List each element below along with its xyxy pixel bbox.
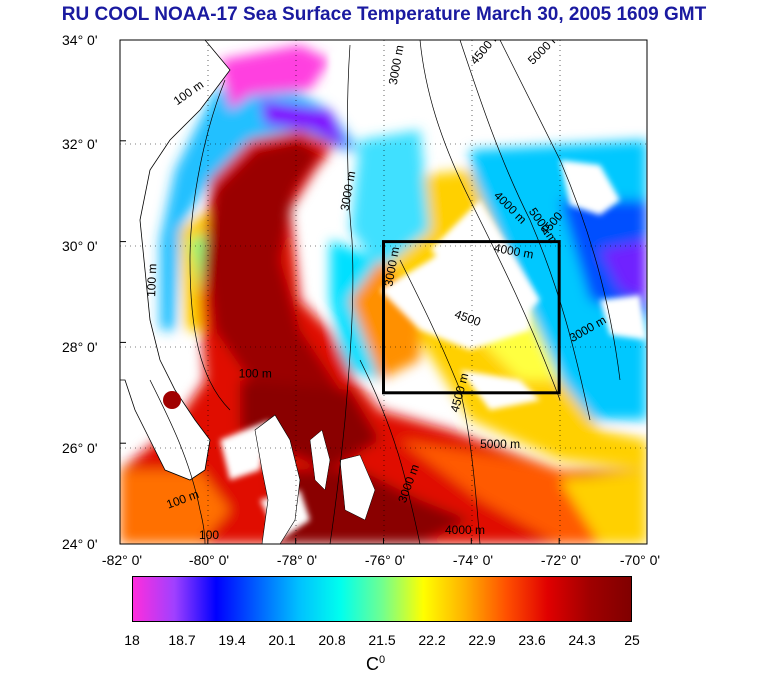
y-tick-label: 32° 0': [62, 136, 98, 152]
contour-label: 3000 m: [381, 246, 402, 288]
contour-label: 100: [199, 528, 219, 542]
colorbar-tick-label: 18.7: [168, 632, 196, 648]
x-tick-label: -78° 0': [276, 552, 318, 568]
colorbar-unit-text: C: [366, 654, 379, 674]
colorbar-tick-label: 22.2: [418, 632, 446, 648]
bahamas-land: [254, 414, 301, 544]
y-tick-label: 34° 0': [62, 32, 98, 48]
y-tick-label: 28° 0': [62, 339, 98, 355]
y-tick-label: 24° 0': [62, 536, 98, 552]
contour-label: 4000 m: [445, 523, 485, 537]
temperature-colorbar: [132, 576, 632, 622]
colorbar-tick-label: 21.5: [368, 632, 396, 648]
study-area-box: [382, 240, 561, 395]
y-tick-label: 30° 0': [62, 238, 98, 254]
x-tick-label: -76° 0': [364, 552, 406, 568]
colorbar-tick-label: 20.1: [268, 632, 296, 648]
colorbar-tick-label: 23.6: [518, 632, 546, 648]
colorbar-tick-label: 25: [624, 632, 640, 648]
contour-label: 4000 m: [493, 241, 535, 262]
contour-label: 3000 m: [386, 44, 407, 86]
y-tick-label: 26° 0': [62, 440, 98, 456]
x-tick-label: -82° 0': [101, 552, 143, 568]
colorbar-tick-label: 18: [124, 632, 140, 648]
colorbar-unit-superscript: 0: [379, 654, 386, 666]
contour-label: 5000 m: [480, 437, 520, 451]
map-title: RU COOL NOAA-17 Sea Surface Temperature …: [61, 4, 707, 25]
colorbar-unit: C0: [366, 654, 385, 675]
contour-label: 100 m: [239, 367, 272, 381]
contour-label: 100 m: [144, 263, 159, 297]
x-tick-label: -80° 0': [188, 552, 230, 568]
contour-label: 3000 m: [338, 170, 359, 212]
x-tick-label: -70° 0': [619, 552, 661, 568]
colorbar-tick-label: 22.9: [468, 632, 496, 648]
x-tick-label: -72° 0': [540, 552, 582, 568]
colorbar-tick-label: 20.8: [318, 632, 346, 648]
x-tick-label: -74° 0': [452, 552, 494, 568]
colorbar-tick-label: 19.4: [218, 632, 246, 648]
florida-land: [120, 40, 231, 481]
colorbar-tick-label: 24.3: [568, 632, 596, 648]
